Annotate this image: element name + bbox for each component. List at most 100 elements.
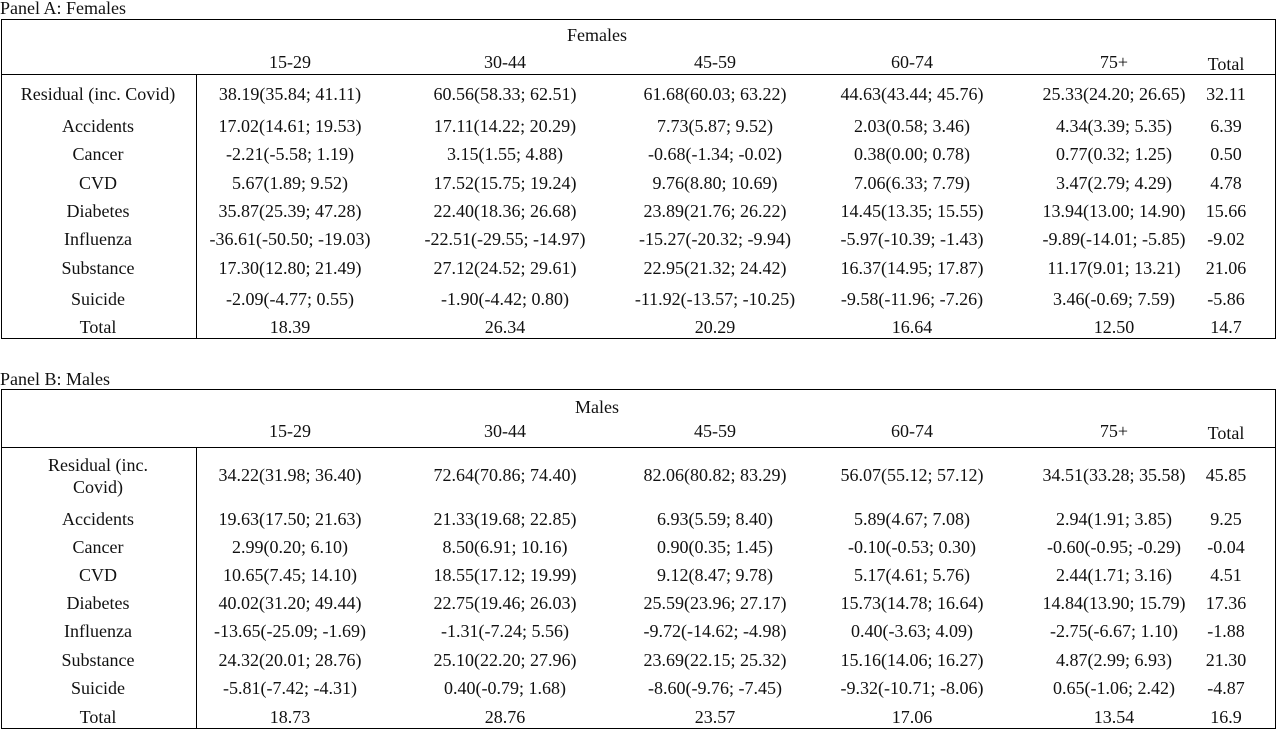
table-cell: 4.34(3.39; 5.35) bbox=[1056, 116, 1172, 136]
table-cell: 6.93(5.59; 8.40) bbox=[657, 509, 773, 529]
table-cell: -5.86 bbox=[1207, 289, 1245, 309]
table-cell: 7.06(6.33; 7.79) bbox=[854, 173, 970, 193]
table-cell: 38.19(35.84; 41.11) bbox=[218, 84, 362, 104]
table-cell: -15.27(-20.32; -9.94) bbox=[639, 229, 791, 249]
row-label: Cancer bbox=[72, 537, 124, 557]
column-header: Total bbox=[1207, 54, 1245, 74]
table-cell: -0.68(-1.34; -0.02) bbox=[648, 144, 782, 164]
table-cell: 21.30 bbox=[1205, 650, 1247, 670]
table-cell: 26.34 bbox=[484, 317, 526, 337]
table-cell: 16.9 bbox=[1210, 707, 1242, 727]
table-cell: 12.50 bbox=[1093, 317, 1135, 337]
table-cell: 44.63(43.44; 45.76) bbox=[840, 84, 984, 104]
table-cell: 4.51 bbox=[1210, 565, 1242, 585]
table-cell: -4.87 bbox=[1207, 678, 1245, 698]
table-cell: 0.38(0.00; 0.78) bbox=[854, 144, 970, 164]
table-cell: 17.11(14.22; 20.29) bbox=[433, 116, 577, 136]
table-cell: -22.51(-29.55; -14.97) bbox=[424, 229, 586, 249]
column-header: 15-29 bbox=[269, 421, 311, 441]
table-cell: 60.56(58.33; 62.51) bbox=[433, 84, 577, 104]
row-label: Substance bbox=[61, 650, 135, 670]
table-cell: 0.50 bbox=[1210, 144, 1242, 164]
row-label: Accidents bbox=[62, 116, 134, 136]
table-cell: -9.89(-14.01; -5.85) bbox=[1042, 229, 1186, 249]
table-cell: -11.92(-13.57; -10.25) bbox=[634, 289, 796, 309]
table-cell: 5.67(1.89; 9.52) bbox=[232, 173, 348, 193]
column-divider bbox=[196, 447, 197, 728]
table-cell: -9.02 bbox=[1207, 229, 1245, 249]
table-cell: -1.88 bbox=[1207, 621, 1245, 641]
column-header: 60-74 bbox=[891, 421, 933, 441]
table-cell: -13.65(-25.09; -1.69) bbox=[214, 621, 366, 641]
table-cell: 22.95(21.32; 24.42) bbox=[643, 258, 787, 278]
table-cell: -0.60(-0.95; -0.29) bbox=[1047, 537, 1181, 557]
table-cell: 34.22(31.98; 36.40) bbox=[218, 465, 362, 485]
column-header: 60-74 bbox=[891, 52, 933, 72]
row-label: Residual (inc. Covid) bbox=[20, 84, 176, 104]
table-cell: -0.10(-0.53; 0.30) bbox=[848, 537, 976, 557]
table-cell: 32.11 bbox=[1206, 84, 1246, 104]
table-cell: 28.76 bbox=[484, 707, 526, 727]
table-cell: -2.75(-6.67; 1.10) bbox=[1050, 621, 1178, 641]
table-cell: 15.73(14.78; 16.64) bbox=[840, 593, 984, 613]
table-cell: 14.84(13.90; 15.79) bbox=[1042, 593, 1186, 613]
table-cell: 10.65(7.45; 14.10) bbox=[223, 565, 357, 585]
table-cell: 61.68(60.03; 63.22) bbox=[643, 84, 787, 104]
table-cell: 82.06(80.82; 83.29) bbox=[643, 465, 787, 485]
table-cell: 25.33(24.20; 26.65) bbox=[1042, 84, 1186, 104]
table-cell: 22.40(18.36; 26.68) bbox=[433, 201, 577, 221]
column-header: 45-59 bbox=[694, 52, 736, 72]
table-cell: 4.78 bbox=[1210, 173, 1242, 193]
table-cell: 35.87(25.39; 47.28) bbox=[218, 201, 362, 221]
table-cell: 72.64(70.86; 74.40) bbox=[433, 465, 577, 485]
row-label: Cancer bbox=[72, 144, 124, 164]
panel-title: Panel A: Females bbox=[0, 0, 126, 18]
table-cell: 0.40(-3.63; 4.09) bbox=[851, 621, 973, 641]
table-cell: 40.02(31.20; 49.44) bbox=[218, 593, 362, 613]
table-cell: 2.44(1.71; 3.16) bbox=[1056, 565, 1172, 585]
table-cell: 14.7 bbox=[1210, 317, 1242, 337]
column-header: 75+ bbox=[1099, 52, 1129, 72]
table-cell: 5.89(4.67; 7.08) bbox=[854, 509, 970, 529]
table-cell: 17.06 bbox=[891, 707, 933, 727]
table-cell: -5.81(-7.42; -4.31) bbox=[223, 678, 357, 698]
table-cell: -9.72(-14.62; -4.98) bbox=[643, 621, 787, 641]
group-header: Females bbox=[567, 25, 627, 45]
column-header: 30-44 bbox=[484, 52, 526, 72]
table-cell: -36.61(-50.50; -19.03) bbox=[209, 229, 371, 249]
table-cell: 15.66 bbox=[1205, 201, 1247, 221]
column-header: 75+ bbox=[1099, 421, 1129, 441]
table-cell: -0.04 bbox=[1207, 537, 1245, 557]
table-cell: 7.73(5.87; 9.52) bbox=[657, 116, 773, 136]
table-cell: 2.03(0.58; 3.46) bbox=[854, 116, 970, 136]
row-label: Diabetes bbox=[66, 201, 130, 221]
table-cell: -9.32(-10.71; -8.06) bbox=[840, 678, 984, 698]
table-cell: 23.89(21.76; 26.22) bbox=[643, 201, 787, 221]
table-cell: 6.39 bbox=[1210, 116, 1242, 136]
row-label: Total bbox=[79, 707, 117, 727]
table-cell: 34.51(33.28; 35.58) bbox=[1042, 465, 1186, 485]
column-header: Total bbox=[1207, 423, 1245, 443]
table-cell: 2.94(1.91; 3.85) bbox=[1056, 509, 1172, 529]
table-cell: 21.33(19.68; 22.85) bbox=[433, 509, 577, 529]
table-cell: 8.50(6.91; 10.16) bbox=[442, 537, 568, 557]
table-cell: 14.45(13.35; 15.55) bbox=[840, 201, 984, 221]
table-cell: 9.25 bbox=[1210, 509, 1242, 529]
table-cell: -2.09(-4.77; 0.55) bbox=[226, 289, 354, 309]
table-cell: 3.15(1.55; 4.88) bbox=[447, 144, 563, 164]
table-frame bbox=[1, 389, 1276, 729]
table-cell: 2.99(0.20; 6.10) bbox=[232, 537, 348, 557]
row-label: CVD bbox=[78, 173, 117, 193]
table-cell: 27.12(24.52; 29.61) bbox=[433, 258, 577, 278]
table-cell: 20.29 bbox=[694, 317, 736, 337]
table-cell: 25.10(22.20; 27.96) bbox=[433, 650, 577, 670]
table-cell: 16.64 bbox=[891, 317, 933, 337]
row-label: Total bbox=[79, 317, 117, 337]
table-cell: 16.37(14.95; 17.87) bbox=[840, 258, 984, 278]
table-cell: 17.52(15.75; 19.24) bbox=[433, 173, 577, 193]
table-cell: 17.30(12.80; 21.49) bbox=[218, 258, 362, 278]
table-frame bbox=[1, 19, 1276, 339]
table-cell: 19.63(17.50; 21.63) bbox=[218, 509, 362, 529]
group-header: Males bbox=[575, 397, 619, 417]
table-cell: 23.69(22.15; 25.32) bbox=[643, 650, 787, 670]
